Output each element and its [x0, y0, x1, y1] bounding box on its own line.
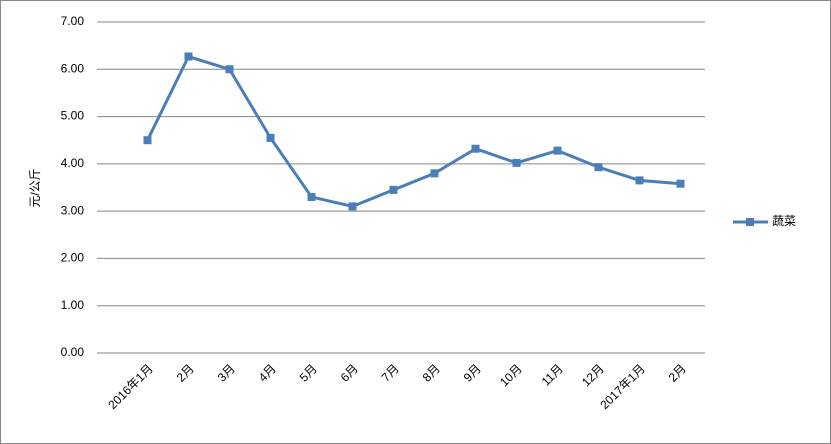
legend-label: 蔬菜 — [772, 214, 796, 228]
point-marker — [635, 176, 644, 185]
point-marker — [266, 133, 275, 142]
y-axis-label: 元/公斤 — [28, 168, 42, 207]
point-marker — [307, 192, 316, 201]
point-marker — [430, 169, 439, 178]
point-marker — [676, 179, 685, 188]
point-marker — [553, 146, 562, 155]
point-marker — [348, 202, 357, 211]
point-marker — [594, 163, 603, 172]
y-tick-label: 0.00 — [61, 345, 85, 359]
y-tick-label: 7.00 — [61, 14, 85, 28]
point-marker — [184, 52, 193, 61]
point-marker — [143, 136, 152, 145]
y-tick-label: 2.00 — [61, 251, 85, 265]
point-marker — [512, 158, 521, 167]
series-line — [146, 55, 681, 208]
y-tick-label: 4.00 — [61, 156, 85, 170]
point-marker — [225, 65, 234, 74]
legend-marker — [746, 218, 754, 226]
point-marker — [389, 185, 398, 194]
y-tick-label: 3.00 — [61, 203, 85, 217]
point-marker — [471, 144, 480, 153]
y-tick-label: 5.00 — [61, 109, 85, 123]
y-tick-label: 1.00 — [61, 298, 85, 312]
y-tick-label: 6.00 — [61, 61, 85, 75]
